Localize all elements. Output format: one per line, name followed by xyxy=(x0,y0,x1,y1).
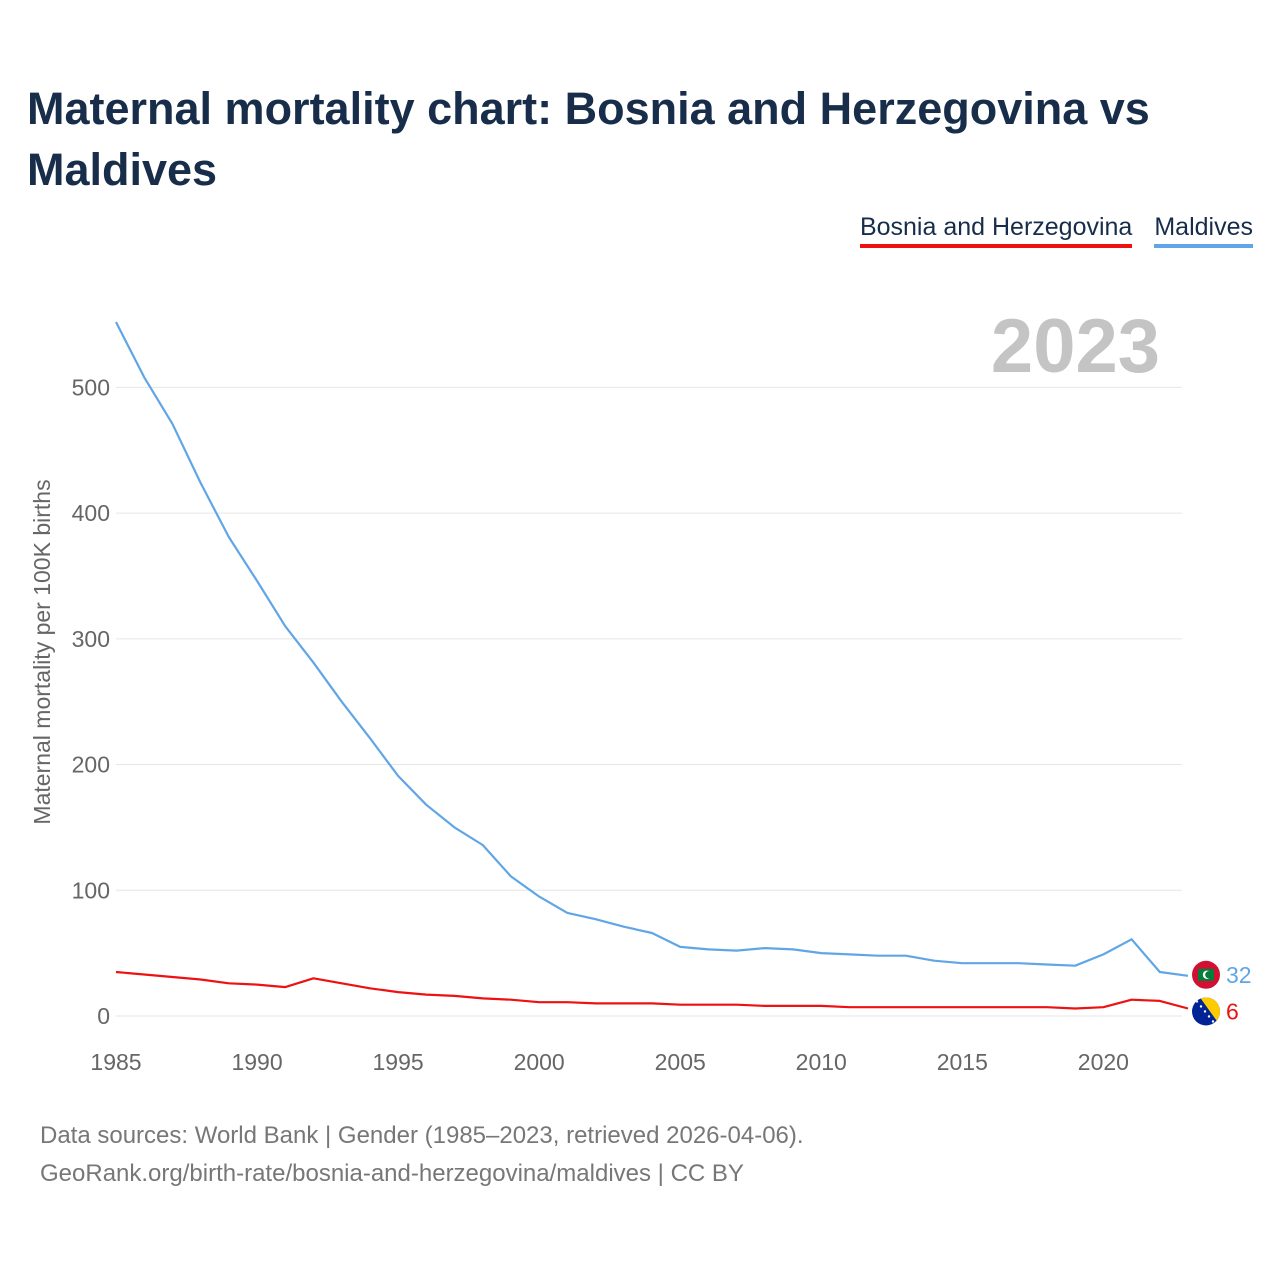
x-axis-ticks: 1985 1990 1995 2000 2005 2010 2015 2020 xyxy=(90,1049,1129,1075)
y-tick-label: 0 xyxy=(97,1003,110,1029)
y-axis-label: Maternal mortality per 100K births xyxy=(29,479,55,824)
bosnia-flag-star xyxy=(1203,1010,1207,1013)
x-tick-label: 1985 xyxy=(90,1049,141,1075)
legend: Bosnia and Herzegovina Maldives xyxy=(859,213,1253,248)
x-tick-label: 2020 xyxy=(1078,1049,1129,1075)
x-tick-label: 2010 xyxy=(796,1049,847,1075)
x-tick-label: 2005 xyxy=(655,1049,706,1075)
x-tick-label: 2015 xyxy=(937,1049,988,1075)
y-tick-label: 200 xyxy=(72,752,110,778)
series-line-bosnia xyxy=(115,970,1189,1010)
x-tick-label: 1995 xyxy=(373,1049,424,1075)
end-label-maldives: 32 xyxy=(1226,962,1252,988)
bosnia-flag-star xyxy=(1211,1020,1215,1023)
y-tick-label: 300 xyxy=(72,626,110,652)
grid-lines xyxy=(116,386,1182,1017)
end-label-bosnia: 6 xyxy=(1226,998,1239,1024)
footer-sources: Data sources: World Bank | Gender (1985–… xyxy=(40,1122,804,1149)
y-axis-ticks: 0 100 200 300 400 500 xyxy=(72,374,110,1029)
bosnia-flag-star xyxy=(1199,1005,1203,1008)
x-tick-label: 1990 xyxy=(231,1049,282,1075)
highlight-year: 2023 xyxy=(991,304,1160,389)
legend-item-maldives[interactable]: Maldives xyxy=(1154,213,1253,248)
x-tick-label: 2000 xyxy=(514,1049,565,1075)
maldives-crescent-cut xyxy=(1205,971,1213,979)
series-line-maldives xyxy=(115,321,1189,977)
bosnia-flag-star xyxy=(1207,1015,1211,1018)
series-lines xyxy=(115,321,1189,1010)
footer-link[interactable]: GeoRank.org/birth-rate/bosnia-and-herzeg… xyxy=(40,1160,744,1187)
end-markers: 326 xyxy=(1192,960,1252,1026)
chart-title: Maternal mortality chart: Bosnia and Her… xyxy=(27,83,1150,195)
y-tick-label: 400 xyxy=(72,500,110,526)
bosnia-flag-star xyxy=(1195,1000,1199,1003)
footer: Data sources: World Bank | Gender (1985–… xyxy=(40,1117,804,1193)
bosnia-flag-triangle xyxy=(1200,997,1220,1026)
line-chart: 0 100 200 300 400 500 1985 1990 1995 2000 2005 201… xyxy=(29,304,1252,1075)
legend-item-bosnia[interactable]: Bosnia and Herzegovina xyxy=(859,213,1133,248)
y-tick-label: 500 xyxy=(72,374,110,400)
y-tick-label: 100 xyxy=(72,877,110,903)
